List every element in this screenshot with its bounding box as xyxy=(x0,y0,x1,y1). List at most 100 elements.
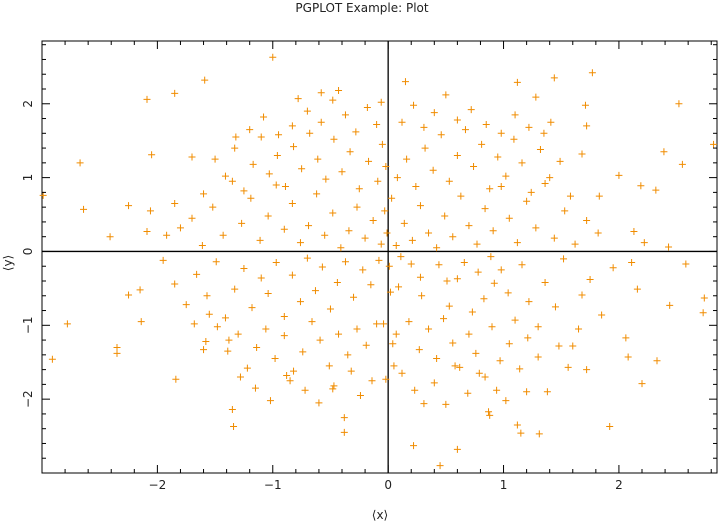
data-point xyxy=(125,291,133,299)
data-point xyxy=(598,311,606,319)
data-point xyxy=(386,288,394,296)
data-point xyxy=(296,298,304,306)
data-point xyxy=(202,338,210,346)
data-point xyxy=(675,100,683,108)
data-point xyxy=(314,155,322,163)
data-point xyxy=(317,89,325,97)
data-point xyxy=(219,231,227,239)
data-point xyxy=(306,129,314,137)
data-point xyxy=(586,276,594,284)
data-point xyxy=(275,131,283,139)
x-tick-label: 2 xyxy=(615,478,623,492)
data-point xyxy=(359,266,367,274)
data-point xyxy=(583,216,591,224)
data-point xyxy=(710,140,718,148)
data-point xyxy=(536,146,544,154)
data-point xyxy=(534,323,542,331)
data-point xyxy=(368,377,376,385)
data-point xyxy=(480,295,488,303)
data-point xyxy=(373,320,381,328)
data-point xyxy=(221,314,229,322)
data-point xyxy=(430,379,438,387)
data-point xyxy=(541,180,549,188)
data-point xyxy=(381,207,389,215)
data-point xyxy=(556,157,564,165)
data-point xyxy=(248,304,256,312)
data-points xyxy=(39,53,718,470)
data-point xyxy=(321,231,329,239)
data-point xyxy=(555,342,563,350)
data-point xyxy=(581,101,589,109)
data-point xyxy=(188,153,196,161)
data-point xyxy=(163,231,171,239)
data-point xyxy=(392,242,400,250)
y-axis-label: ⟨y⟩ xyxy=(1,255,15,271)
data-point xyxy=(532,93,540,101)
data-point xyxy=(325,362,333,370)
data-point xyxy=(403,155,411,163)
data-point xyxy=(398,118,406,126)
data-point xyxy=(525,123,533,131)
data-point xyxy=(299,348,307,356)
data-point xyxy=(400,219,408,227)
data-point xyxy=(353,203,361,211)
data-point xyxy=(442,400,450,408)
data-point xyxy=(583,122,591,130)
data-point xyxy=(273,151,281,159)
data-point xyxy=(329,96,337,104)
data-point xyxy=(518,261,526,269)
data-point xyxy=(240,187,248,195)
data-point xyxy=(547,118,555,126)
data-point xyxy=(392,330,400,338)
data-point xyxy=(251,384,259,392)
data-point xyxy=(389,340,397,348)
data-point xyxy=(609,264,617,272)
data-point xyxy=(436,462,444,470)
data-point xyxy=(228,405,236,413)
data-point xyxy=(551,303,559,311)
data-point xyxy=(410,101,418,109)
data-point xyxy=(615,171,623,179)
data-point xyxy=(451,362,459,370)
data-point xyxy=(666,301,674,309)
data-point xyxy=(393,174,401,182)
data-point xyxy=(271,355,279,363)
data-point xyxy=(433,355,441,363)
data-point xyxy=(311,287,319,295)
axis-ticks: −2 −1 0 1 2 −2 −1 0 1 2 xyxy=(21,41,717,492)
data-point xyxy=(449,233,457,241)
data-point xyxy=(383,229,391,237)
data-point xyxy=(143,95,151,103)
data-point xyxy=(286,377,294,385)
data-point xyxy=(486,411,494,419)
data-point xyxy=(624,353,632,361)
data-point xyxy=(513,421,521,429)
data-point xyxy=(456,363,464,371)
data-point xyxy=(272,259,280,267)
data-point xyxy=(460,259,468,267)
data-point xyxy=(489,227,497,235)
data-point xyxy=(288,271,296,279)
x-tick-label: 0 xyxy=(384,478,392,492)
data-point xyxy=(356,391,364,399)
data-point xyxy=(566,192,574,200)
data-point xyxy=(474,268,482,276)
data-point xyxy=(397,253,405,261)
data-point xyxy=(468,308,476,316)
data-point xyxy=(487,253,495,261)
data-point xyxy=(461,126,469,134)
data-point xyxy=(329,209,337,217)
data-point xyxy=(497,182,505,190)
data-point xyxy=(497,129,505,137)
plot-frame xyxy=(41,40,718,474)
data-point xyxy=(473,240,481,248)
data-point xyxy=(143,228,151,236)
data-point xyxy=(113,343,121,351)
data-point xyxy=(330,382,338,390)
data-point xyxy=(437,131,445,139)
data-point xyxy=(159,256,167,264)
data-point xyxy=(382,163,390,171)
data-point xyxy=(493,386,501,394)
data-point xyxy=(505,214,513,222)
